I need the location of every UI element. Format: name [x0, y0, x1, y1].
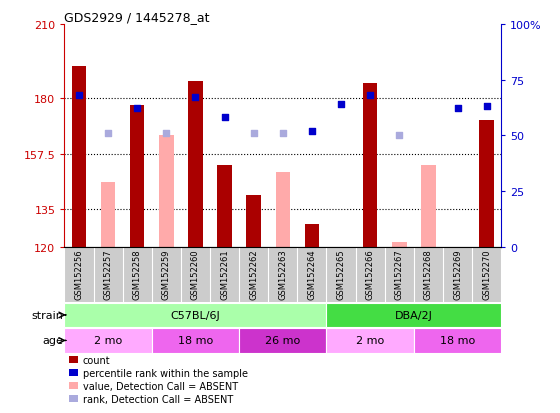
Point: [162, 131, 171, 137]
Bar: [326, 303, 501, 328]
Bar: [152, 328, 239, 353]
Bar: [392, 242, 407, 247]
Text: GSM152268: GSM152268: [424, 249, 433, 299]
Text: GSM152263: GSM152263: [278, 249, 287, 299]
Text: GSM152256: GSM152256: [74, 249, 83, 299]
Text: 18 mo: 18 mo: [178, 336, 213, 346]
Point: [337, 102, 346, 108]
Text: GSM152259: GSM152259: [162, 249, 171, 299]
Bar: [326, 328, 414, 353]
Bar: [159, 136, 174, 247]
Legend: count, percentile rank within the sample, value, Detection Call = ABSENT, rank, : count, percentile rank within the sample…: [69, 356, 248, 404]
Text: 2 mo: 2 mo: [356, 336, 384, 346]
Bar: [276, 173, 290, 247]
Bar: [188, 81, 203, 247]
Point: [482, 104, 491, 110]
Text: GSM152261: GSM152261: [220, 249, 229, 299]
Point: [366, 93, 375, 99]
Text: strain: strain: [31, 310, 63, 320]
Point: [220, 115, 229, 121]
Text: GSM152257: GSM152257: [104, 249, 113, 299]
Bar: [246, 195, 261, 247]
Text: 18 mo: 18 mo: [440, 336, 475, 346]
Text: GSM152270: GSM152270: [482, 249, 491, 299]
Bar: [479, 121, 494, 247]
Text: GSM152265: GSM152265: [337, 249, 346, 299]
Point: [249, 131, 258, 137]
Bar: [239, 328, 326, 353]
Bar: [64, 328, 152, 353]
Point: [453, 106, 462, 112]
Bar: [130, 106, 144, 247]
Text: GSM152262: GSM152262: [249, 249, 258, 299]
Text: GSM152266: GSM152266: [366, 249, 375, 299]
Point: [133, 106, 142, 112]
Text: C57BL/6J: C57BL/6J: [171, 310, 220, 320]
Bar: [64, 303, 326, 328]
Bar: [414, 328, 501, 353]
Text: GDS2929 / 1445278_at: GDS2929 / 1445278_at: [64, 11, 210, 24]
Point: [74, 93, 83, 99]
Text: GSM152258: GSM152258: [133, 249, 142, 299]
Text: GSM152260: GSM152260: [191, 249, 200, 299]
Text: GSM152269: GSM152269: [453, 249, 462, 299]
Point: [191, 95, 200, 101]
Bar: [363, 84, 377, 247]
Point: [104, 131, 113, 137]
Bar: [101, 183, 115, 247]
Bar: [72, 67, 86, 247]
Text: age: age: [42, 336, 63, 346]
Bar: [421, 166, 436, 247]
Point: [395, 133, 404, 139]
Text: GSM152264: GSM152264: [307, 249, 316, 299]
Bar: [305, 225, 319, 247]
Text: 26 mo: 26 mo: [265, 336, 300, 346]
Point: [278, 131, 287, 137]
Text: DBA/2J: DBA/2J: [395, 310, 433, 320]
Text: 2 mo: 2 mo: [94, 336, 122, 346]
Text: GSM152267: GSM152267: [395, 249, 404, 299]
Bar: [217, 166, 232, 247]
Point: [307, 128, 316, 135]
